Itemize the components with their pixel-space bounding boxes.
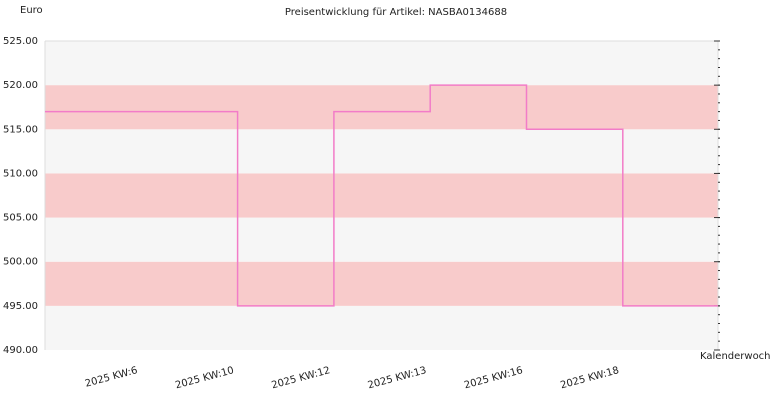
band (45, 217, 718, 262)
price-line (45, 84, 718, 307)
y-tick-label: 525.00 (3, 36, 38, 47)
band (45, 85, 718, 130)
x-tick-label: 2025 KW:16 (463, 365, 524, 391)
y-tick-label: 490.00 (3, 345, 38, 356)
y-tick-label: 505.00 (3, 213, 38, 224)
y-tick-label: 500.00 (3, 257, 38, 268)
x-tick-label: 2025 KW:18 (559, 365, 620, 391)
band (45, 261, 718, 306)
y-tick-label: 515.00 (3, 124, 38, 135)
x-tick-label: 2025 KW:6 (84, 365, 139, 390)
band (45, 305, 718, 350)
band (45, 41, 718, 86)
x-tick-label: 2025 KW:10 (174, 365, 235, 391)
y-tick-label: 520.00 (3, 80, 38, 91)
y-tick-label: 495.00 (3, 301, 38, 312)
y-tick-label: 510.00 (3, 168, 38, 179)
band (45, 129, 718, 174)
band (45, 173, 718, 218)
x-tick-label: 2025 KW:13 (367, 365, 428, 391)
chart-title: Preisentwicklung für Artikel: NASBA01346… (285, 7, 507, 18)
y-axis-label: Euro (20, 5, 43, 16)
x-tick-label: 2025 KW:12 (270, 365, 331, 391)
x-axis-label: Kalenderwoche (700, 351, 770, 362)
